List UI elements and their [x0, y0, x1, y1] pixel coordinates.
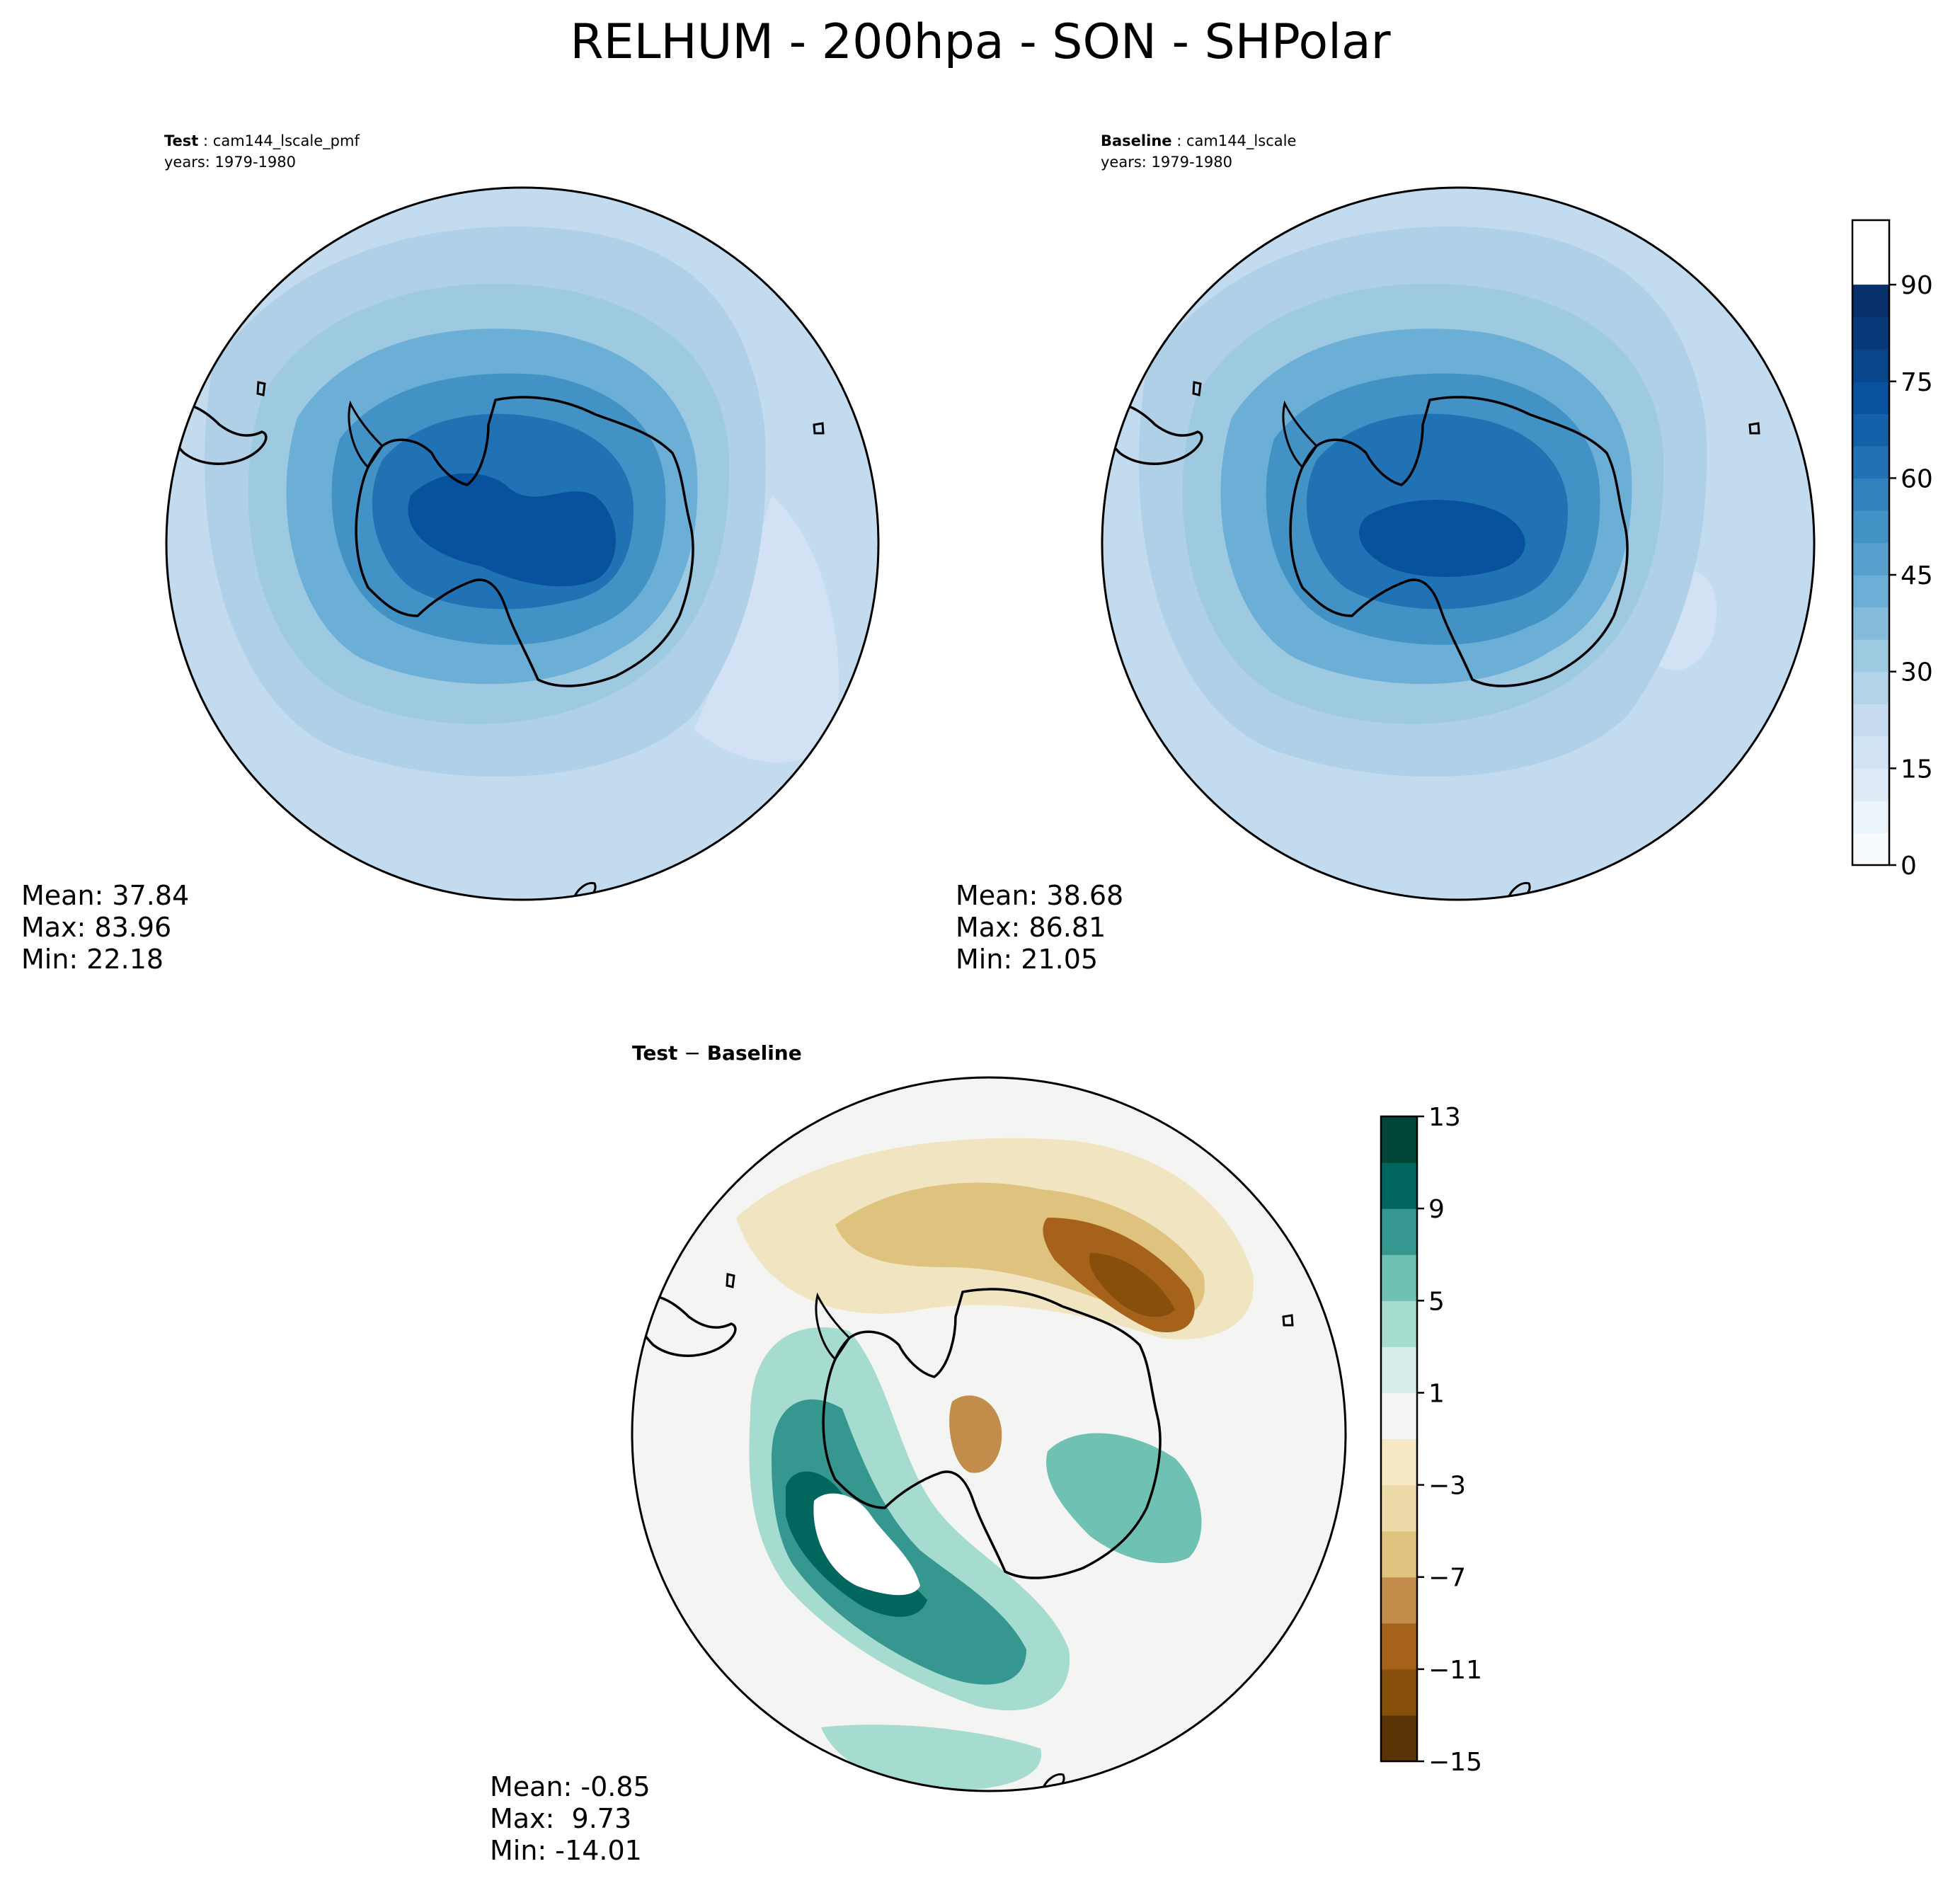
panel-test-mean: Mean: 37.84 [21, 880, 189, 911]
colorbar-difference-swatch [1381, 1208, 1417, 1255]
colorbar-relhum-tick-label: 60 [1901, 464, 1933, 493]
colorbar-difference-swatch [1381, 1669, 1417, 1716]
colorbar-difference-swatch [1381, 1254, 1417, 1301]
panel-difference-south-america-outline [632, 1294, 737, 1357]
colorbar-difference: 13 9 5 1 −3 −7 −11 −15 [1380, 1103, 1482, 1777]
colorbar-relhum-swatch [1852, 639, 1889, 673]
colorbar-relhum-swatch [1852, 542, 1889, 576]
panel-test-kerguelen-outline [813, 422, 825, 435]
colorbar-relhum-tick-label: 75 [1901, 368, 1933, 397]
colorbar-relhum-tick-label: 90 [1901, 271, 1933, 300]
colorbar-relhum-tick-label: 15 [1901, 755, 1933, 784]
panel-difference-contour-saturated [813, 1493, 920, 1596]
panel-test-years: years: 1979-1980 [164, 154, 296, 171]
panel-test-contour-low [694, 496, 839, 763]
colorbar-difference-tick-label: −11 [1428, 1656, 1482, 1685]
panel-test: Test : cam144_lscale_pmf years: 1979-198… [21, 132, 880, 975]
panel-difference-min: Min: -14.01 [490, 1835, 642, 1866]
panel-difference-island-outline [726, 1273, 735, 1288]
colorbar-relhum: 0 15 30 45 60 75 90 [1851, 219, 1933, 881]
panel-test-max: Max: 83.96 [21, 912, 171, 943]
colorbar-relhum-tick-label: 30 [1901, 658, 1933, 687]
colorbar-relhum-swatch [1852, 736, 1889, 769]
colorbar-difference-tick-label: 9 [1428, 1195, 1445, 1224]
panel-difference-max: Max: 9.73 [490, 1803, 631, 1834]
panel-test-boundary [165, 186, 880, 901]
panel-test-island-outline [256, 381, 266, 396]
panel-baseline-label: Baseline : cam144_lscale [1101, 132, 1296, 150]
colorbar-difference-frame [1380, 1115, 1419, 1763]
panel-test-antarctica-outline [355, 396, 694, 687]
panel-difference-peninsula-outline [815, 1292, 851, 1361]
colorbar-difference-swatch [1381, 1531, 1417, 1578]
colorbar-difference-tick-label: −15 [1428, 1748, 1482, 1777]
colorbar-difference-swatch [1381, 1438, 1417, 1486]
colorbar-difference-swatch [1381, 1116, 1417, 1163]
panel-test-peninsula-outline [348, 400, 384, 469]
panel-baseline-island-outline [1192, 381, 1202, 396]
panel-difference-antarctica-outline [822, 1288, 1162, 1579]
colorbar-difference-swatch [1381, 1623, 1417, 1670]
colorbar-relhum-tick-label: 45 [1901, 561, 1933, 590]
colorbar-relhum-tick-label: 0 [1901, 852, 1917, 881]
colorbar-relhum-swatch [1852, 349, 1889, 382]
colorbar-relhum-swatch [1852, 510, 1889, 544]
panel-difference-contour-neg-small [949, 1395, 1002, 1473]
panel-difference-label: Test − Baseline [632, 1041, 802, 1065]
panel-baseline-map [1102, 188, 1814, 900]
panel-baseline-max: Max: 86.81 [956, 912, 1106, 943]
panel-baseline-mean: Mean: 38.68 [956, 880, 1123, 911]
figure-title: RELHUM - 200hpa - SON - SHPolar [570, 14, 1390, 70]
panel-difference-contour-pos-mid [772, 1399, 1026, 1685]
colorbar-difference-tick-label: 1 [1428, 1379, 1445, 1408]
colorbar-difference-swatch [1381, 1577, 1417, 1624]
colorbar-relhum-swatch [1852, 445, 1889, 479]
colorbar-difference-swatch [1381, 1162, 1417, 1209]
panel-difference-kerguelen-outline [1282, 1314, 1294, 1327]
panel-baseline-kerguelen-outline [1748, 422, 1760, 435]
colorbar-difference-tick-label: 5 [1428, 1287, 1445, 1316]
colorbar-relhum-swatch [1852, 575, 1889, 608]
colorbar-difference-tick-label: −7 [1428, 1564, 1466, 1593]
panel-difference-mean: Mean: -0.85 [490, 1771, 651, 1802]
panel-difference-contour-pos-east [1046, 1433, 1202, 1564]
panel-test-min: Min: 22.18 [21, 944, 164, 975]
colorbar-difference-swatch [1381, 1715, 1417, 1762]
colorbar-relhum-frame [1851, 219, 1891, 866]
panel-baseline-boundary [1101, 186, 1816, 901]
colorbar-relhum-swatch [1852, 833, 1889, 866]
colorbar-difference-swatch [1381, 1392, 1417, 1440]
panel-test-map [166, 188, 878, 900]
panel-baseline-contour-80 [1359, 500, 1525, 577]
colorbar-difference-swatch [1381, 1346, 1417, 1394]
colorbar-difference-swatch [1381, 1300, 1417, 1347]
colorbar-relhum-swatch [1852, 607, 1889, 640]
colorbar-relhum-swatch [1852, 381, 1889, 414]
panel-baseline-years: years: 1979-1980 [1101, 154, 1232, 171]
colorbar-relhum-swatch [1852, 704, 1889, 737]
colorbar-difference-tick-label: 13 [1428, 1103, 1461, 1132]
panel-difference-boundary [631, 1076, 1347, 1792]
colorbar-relhum-swatch [1852, 800, 1889, 834]
panel-baseline: Baseline : cam144_lscale years: 1979-198… [956, 132, 1933, 975]
colorbar-relhum-swatch [1852, 671, 1889, 704]
colorbar-relhum-swatch [1852, 768, 1889, 801]
panel-baseline-peninsula-outline [1282, 400, 1318, 469]
colorbar-relhum-swatch [1852, 478, 1889, 511]
colorbar-difference-swatch [1381, 1484, 1417, 1532]
colorbar-relhum-swatch [1852, 413, 1889, 447]
panel-difference: Test − Baseline Mean: -0.85 Max: 9.73 M [490, 1041, 1482, 1866]
panel-baseline-antarctica-outline [1289, 396, 1629, 687]
colorbar-relhum-swatch [1852, 316, 1889, 350]
colorbar-relhum-swatch [1852, 285, 1889, 318]
panel-difference-contour-neg-core [1089, 1253, 1175, 1317]
panel-difference-map [632, 1077, 1346, 1791]
panel-test-south-america-outline [166, 402, 268, 465]
panel-baseline-south-america-outline [1102, 402, 1203, 465]
panel-baseline-min: Min: 21.05 [956, 944, 1098, 975]
panel-test-contour-80 [408, 473, 616, 587]
panel-test-label: Test : cam144_lscale_pmf [164, 132, 360, 150]
colorbar-difference-tick-label: −3 [1428, 1472, 1466, 1501]
